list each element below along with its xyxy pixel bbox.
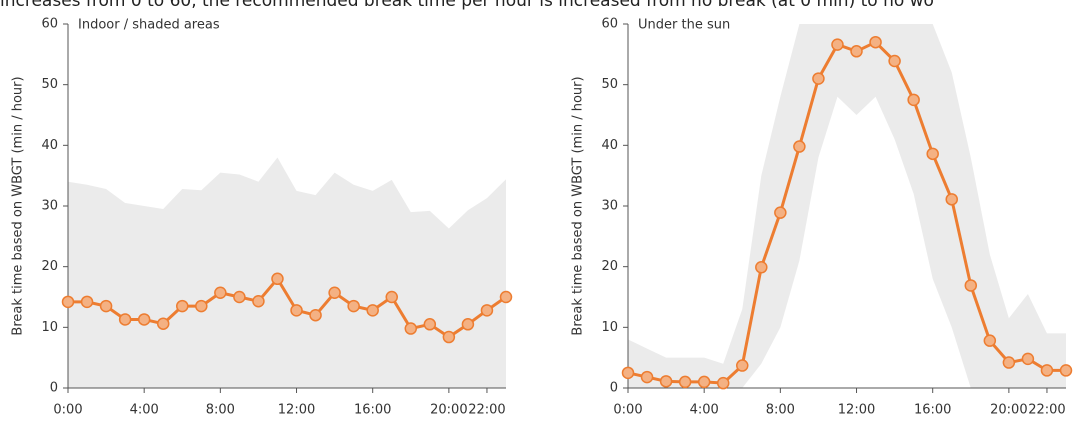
data-point: [118, 313, 132, 326]
data-point: [366, 304, 379, 317]
data-point: [385, 290, 398, 304]
y-axis-label: Break time based on WBGT (min / hour): [571, 76, 586, 335]
y-tick-label: 30: [41, 199, 58, 214]
data-point: [252, 294, 265, 308]
data-point: [640, 370, 654, 384]
x-tick-label: 16:00: [354, 403, 391, 418]
data-point: [926, 147, 939, 161]
y-axis-label: Break time based on WBGT (min / hour): [11, 76, 26, 335]
data-point: [964, 279, 978, 292]
data-point: [499, 290, 513, 304]
data-point: [678, 375, 692, 389]
y-tick-label: 10: [601, 320, 618, 335]
data-point: [309, 308, 322, 322]
x-tick-label: 8:00: [206, 403, 235, 418]
y-tick-label: 0: [50, 381, 58, 396]
y-tick-label: 50: [41, 77, 58, 92]
y-tick-label: 40: [601, 138, 618, 153]
data-point: [137, 313, 151, 326]
x-tick-label: 8:00: [766, 403, 795, 418]
data-point: [61, 295, 75, 309]
x-tick-label: 16:00: [914, 403, 951, 418]
data-point: [983, 334, 997, 347]
data-point: [423, 318, 437, 331]
x-tick-label: 20:00: [990, 403, 1027, 418]
data-point: [347, 299, 360, 313]
range-band: [68, 157, 506, 388]
x-tick-label: 12:00: [278, 403, 315, 418]
y-tick-label: 60: [41, 17, 58, 32]
x-tick-label: 12:00: [838, 403, 875, 418]
data-point: [404, 322, 418, 335]
data-point: [812, 72, 825, 85]
y-tick-label: 20: [601, 259, 618, 274]
range-band: [628, 24, 1066, 388]
x-tick-label: 0:00: [613, 403, 642, 418]
y-tick-label: 60: [601, 17, 618, 32]
data-point: [697, 375, 711, 389]
data-point: [271, 272, 284, 286]
y-tick-label: 50: [601, 77, 618, 92]
data-point: [195, 299, 208, 313]
y-tick-label: 10: [41, 320, 58, 335]
y-tick-label: 0: [610, 381, 618, 396]
data-point: [869, 35, 882, 49]
chart-title: Under the sun: [638, 18, 730, 33]
y-tick-label: 20: [41, 259, 58, 274]
data-point: [907, 93, 920, 107]
x-tick-label: 22:00: [468, 403, 505, 418]
x-tick-label: 4:00: [130, 403, 159, 418]
data-point: [80, 295, 94, 309]
data-point: [233, 290, 246, 304]
data-point: [1059, 364, 1073, 377]
data-point: [99, 299, 113, 313]
data-point: [888, 54, 901, 68]
y-tick-label: 30: [601, 199, 618, 214]
chart-title: Indoor / shaded areas: [78, 18, 220, 33]
data-point: [290, 304, 303, 317]
data-point: [1021, 352, 1035, 366]
data-point: [659, 375, 673, 388]
x-tick-label: 4:00: [690, 403, 719, 418]
data-point: [461, 318, 475, 331]
data-point: [716, 376, 730, 390]
data-point: [328, 286, 341, 300]
x-tick-label: 22:00: [1028, 403, 1065, 418]
data-point: [156, 317, 170, 330]
data-point: [945, 193, 958, 206]
data-point: [480, 304, 494, 317]
x-tick-label: 0:00: [53, 403, 82, 418]
data-point: [1040, 364, 1054, 377]
data-point: [831, 38, 844, 51]
data-point: [176, 299, 189, 313]
y-tick-label: 40: [41, 138, 58, 153]
data-point: [850, 45, 863, 58]
data-point: [736, 359, 749, 372]
caption: increases from 0 to 60, the recommended …: [0, 0, 934, 11]
data-point: [1002, 356, 1016, 369]
x-tick-label: 20:00: [430, 403, 467, 418]
data-point: [793, 140, 806, 153]
data-point: [774, 206, 787, 219]
data-point: [621, 366, 635, 380]
data-point: [755, 261, 768, 274]
data-point: [214, 286, 227, 300]
data-point: [442, 330, 456, 344]
